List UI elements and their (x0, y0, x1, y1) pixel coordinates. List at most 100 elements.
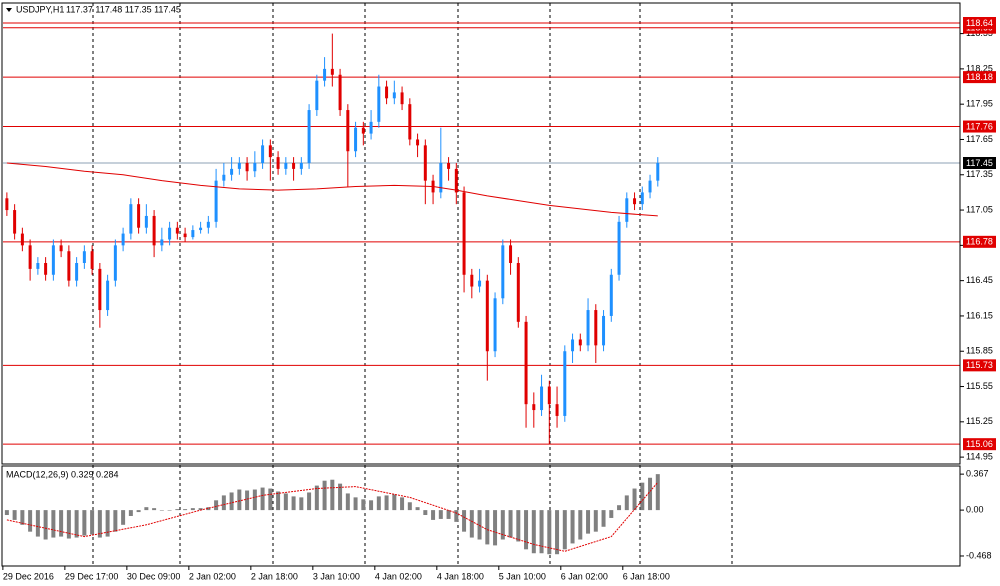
macd-bar (524, 510, 529, 550)
macd-bar (221, 495, 226, 511)
y-tick-label: 115.25 (966, 416, 993, 426)
candle-body (369, 121, 373, 134)
macd-bar (423, 510, 428, 516)
macd-bar (578, 510, 583, 540)
candle-body (5, 198, 9, 211)
macd-bar (90, 510, 95, 535)
macd-bar (392, 494, 397, 511)
macd-bar (105, 510, 110, 537)
macd-bar (376, 496, 381, 511)
level-label: 117.76 (966, 121, 993, 131)
y-tick-label: 116.45 (966, 275, 993, 285)
candle-body (67, 251, 71, 281)
macd-bar (353, 497, 358, 511)
candle-body (36, 263, 40, 269)
candle-body (602, 315, 606, 346)
y-tick-label: 116.15 (966, 310, 993, 320)
x-tick-label: 29 Dec 17:00 (65, 571, 119, 581)
macd-bar (555, 510, 560, 555)
macd-bar (144, 507, 149, 511)
candle-body (540, 386, 544, 411)
candle-body (509, 245, 513, 263)
symbol-title: USDJPY,H1 (16, 4, 64, 14)
current-price-label: 117.45 (966, 158, 993, 168)
candle-body (230, 168, 234, 175)
macd-bar (152, 508, 157, 511)
macd-bar (190, 508, 195, 511)
level-label: 118.18 (966, 72, 993, 82)
candle-body (532, 404, 536, 411)
grid (3, 3, 960, 566)
candle-body (656, 163, 660, 181)
candle-body (299, 163, 303, 169)
y-tick-label: 0.00 (966, 504, 984, 514)
macd-bar (237, 489, 242, 511)
level-label-box (963, 71, 996, 84)
candle-body (261, 145, 265, 163)
price-frame (1, 2, 961, 465)
macd-bar (159, 510, 164, 511)
candle-body (253, 163, 257, 172)
macd-bar (570, 510, 575, 544)
macd-bar (136, 510, 141, 513)
macd-bar (66, 510, 71, 539)
macd-bar (59, 510, 64, 537)
macd-bar (361, 499, 366, 511)
candle-body (323, 68, 327, 81)
macd-bar (547, 510, 552, 555)
y-tick-label: 117.65 (966, 134, 993, 144)
macd-bar (175, 509, 180, 511)
current-price-box (963, 157, 996, 169)
macd-bar (462, 510, 467, 532)
candle-body (617, 221, 621, 275)
candle-body (586, 310, 590, 346)
moving-average (6, 162, 658, 217)
level-label: 115.06 (966, 439, 993, 449)
candle-body (633, 198, 637, 205)
x-tick-label: 29 Dec 2016 (3, 571, 54, 581)
candle-body (354, 127, 358, 152)
macd-frame (1, 465, 961, 567)
macd-bar (469, 510, 474, 538)
macd-bar (384, 495, 389, 511)
candle-body (338, 74, 342, 111)
macd-bar (369, 500, 374, 511)
level-label: 115.73 (966, 360, 993, 370)
candle-body (439, 163, 443, 193)
candle-body (75, 263, 79, 281)
y-tick-label: 0.367 (966, 469, 989, 479)
candle-body (106, 280, 110, 311)
candle-body (501, 245, 505, 299)
candle-body (44, 263, 48, 275)
candle-body (625, 198, 629, 222)
candle-body (222, 174, 226, 181)
candle-body (454, 168, 458, 193)
candle-body (524, 321, 528, 405)
macd-bar (299, 497, 304, 511)
candle-body (144, 215, 148, 228)
y-tick-label: 117.35 (966, 169, 993, 179)
candle-body (462, 192, 466, 275)
macd-bar (183, 509, 188, 511)
x-tick-label: 5 Jan 10:00 (499, 571, 546, 581)
macd-bar (4, 510, 9, 516)
macd-bar (655, 474, 660, 511)
macd-bar (586, 510, 591, 534)
y-tick-label: 115.85 (966, 346, 993, 356)
candle-body (400, 92, 404, 105)
candle-body (578, 339, 582, 346)
macd-bar (268, 488, 273, 511)
candle-body (152, 215, 156, 246)
candle-body (276, 157, 280, 169)
macd-bar (167, 510, 172, 511)
menu-icon[interactable] (6, 8, 12, 12)
macd-bar (206, 507, 211, 511)
macd-bar (609, 510, 614, 518)
y-tick-label: 115.55 (966, 381, 993, 391)
x-tick-label: 4 Jan 18:00 (437, 571, 484, 581)
level-label-box (963, 235, 996, 248)
y-tick-label: 114.95 (966, 451, 993, 461)
candle-body (284, 163, 288, 169)
macd-bar (113, 510, 118, 532)
